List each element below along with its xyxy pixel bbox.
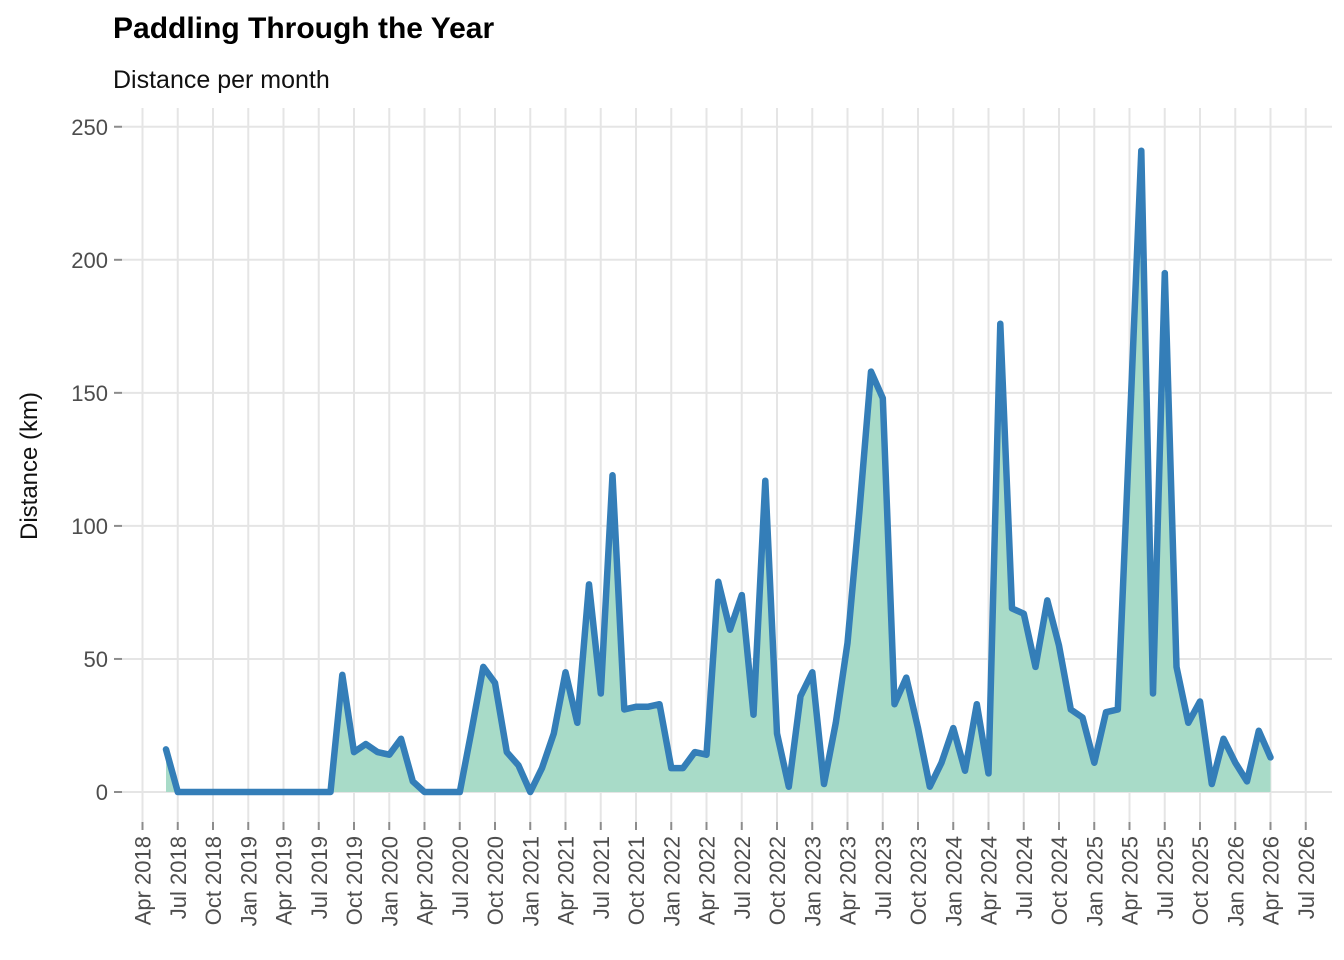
x-tick-label: Apr 2022 xyxy=(695,836,720,925)
x-tick-label: Jan 2021 xyxy=(518,836,543,927)
x-tick-label: Oct 2018 xyxy=(201,836,226,925)
x-tick-label: Jan 2024 xyxy=(941,836,966,927)
x-tick-label: Jan 2023 xyxy=(800,836,825,927)
x-tick-label: Apr 2025 xyxy=(1118,836,1143,925)
y-tick-label: 250 xyxy=(71,115,108,140)
chart-subtitle: Distance per month xyxy=(113,66,330,94)
x-tick-label: Apr 2024 xyxy=(977,836,1002,925)
x-tick-label: Apr 2018 xyxy=(131,836,156,925)
x-tick-label: Jul 2018 xyxy=(166,836,191,919)
x-tick-label: Oct 2021 xyxy=(624,836,649,925)
y-tick-label: 100 xyxy=(71,514,108,539)
x-tick-label: Apr 2026 xyxy=(1259,836,1284,925)
y-tick-label: 150 xyxy=(71,381,108,406)
area-fill xyxy=(166,150,1271,792)
x-tick-label: Jan 2025 xyxy=(1082,836,1107,927)
x-tick-label: Apr 2021 xyxy=(554,836,579,925)
y-tick-label: 200 xyxy=(71,248,108,273)
x-tick-label: Oct 2020 xyxy=(483,836,508,925)
x-tick-label: Jul 2024 xyxy=(1012,836,1037,919)
distance-line xyxy=(162,147,1274,796)
x-tick-label: Jul 2019 xyxy=(307,836,332,919)
x-tick-label: Oct 2023 xyxy=(906,836,931,925)
x-tick-label: Apr 2023 xyxy=(836,836,861,925)
x-tick-label: Jan 2019 xyxy=(236,836,261,927)
x-tick-label: Oct 2019 xyxy=(342,836,367,925)
x-tick-label: Apr 2019 xyxy=(272,836,297,925)
x-tick-label: Jul 2022 xyxy=(730,836,755,919)
x-tick-label: Jul 2026 xyxy=(1294,836,1319,919)
chart-title: Paddling Through the Year xyxy=(113,12,495,45)
x-tick-label: Jul 2025 xyxy=(1153,836,1178,919)
x-tick-label: Oct 2022 xyxy=(765,836,790,925)
y-tick-label: 50 xyxy=(84,647,108,672)
x-tick-label: Jul 2020 xyxy=(448,836,473,919)
x-tick-label: Jan 2022 xyxy=(659,836,684,927)
x-tick-label: Jul 2021 xyxy=(589,836,614,919)
x-tick-label: Jul 2023 xyxy=(871,836,896,919)
x-tick-label: Apr 2020 xyxy=(413,836,438,925)
x-tick-label: Jan 2020 xyxy=(377,836,402,927)
x-tick-label: Jan 2026 xyxy=(1223,836,1248,927)
x-tick-label: Oct 2025 xyxy=(1188,836,1213,925)
y-tick-label: 0 xyxy=(96,780,108,805)
x-tick-label: Oct 2024 xyxy=(1047,836,1072,925)
